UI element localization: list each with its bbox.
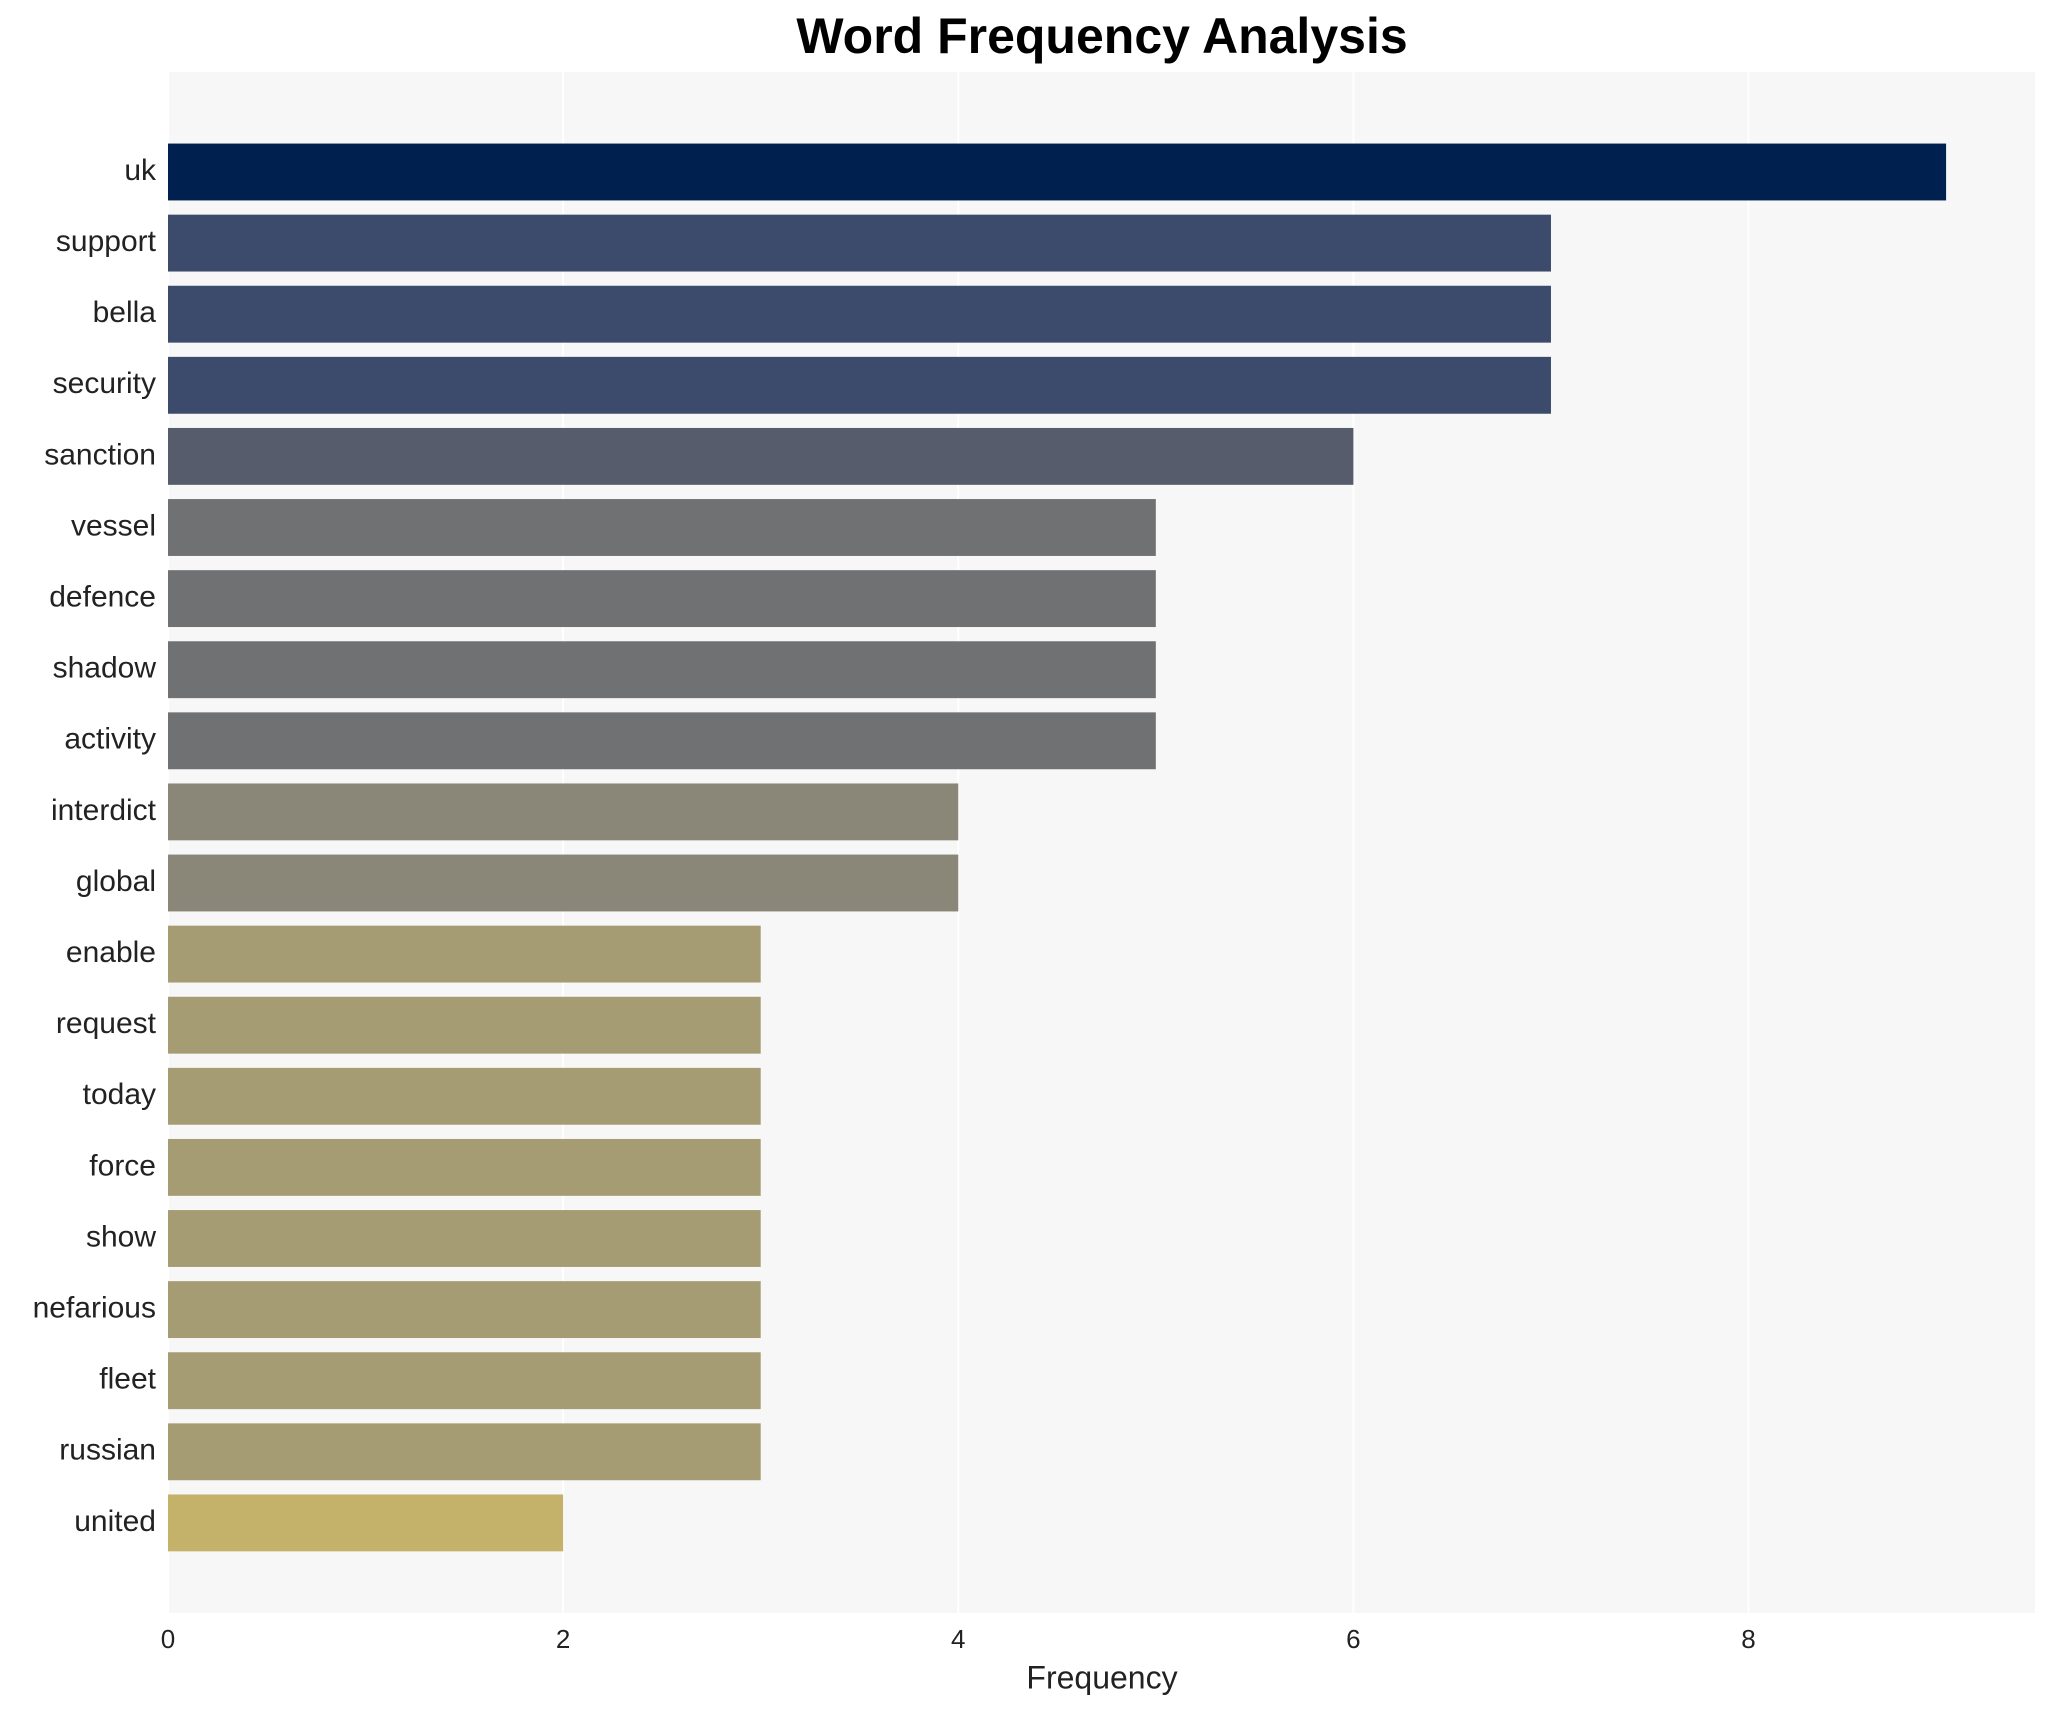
y-tick-label: interdict [51, 794, 157, 827]
y-tick-label: vessel [71, 509, 156, 542]
x-tick-label: 4 [951, 1624, 965, 1654]
y-tick-label: enable [66, 936, 156, 969]
y-tick-label: russian [59, 1434, 156, 1467]
bar [168, 1210, 761, 1267]
y-tick-label: shadow [53, 652, 157, 685]
y-tick-label: nefarious [33, 1292, 156, 1325]
x-tick-label: 6 [1346, 1624, 1360, 1654]
bar [168, 1067, 761, 1125]
y-tick-label: fleet [99, 1363, 156, 1396]
x-axis-label: Frequency [1026, 1659, 1177, 1695]
y-tick-label: bella [93, 296, 157, 329]
y-tick-label: united [74, 1505, 156, 1538]
y-tick-label: activity [64, 723, 156, 756]
bar [168, 1352, 761, 1410]
bar [168, 925, 761, 983]
bar [168, 356, 1551, 414]
y-tick-label: defence [49, 581, 156, 614]
x-tick-label: 8 [1741, 1624, 1755, 1654]
y-tick-label: request [56, 1007, 157, 1040]
y-tick-label: force [89, 1149, 156, 1182]
y-tick-label: today [83, 1078, 156, 1111]
bar [168, 143, 1947, 201]
x-tick-label: 2 [556, 1624, 570, 1654]
bar [168, 285, 1551, 343]
bar [168, 783, 959, 841]
bar [168, 854, 959, 912]
y-tick-label: security [53, 367, 156, 400]
bar [168, 1423, 761, 1481]
bar [168, 570, 1156, 628]
y-tick-label: sanction [44, 438, 156, 471]
y-tick-label: show [86, 1220, 156, 1253]
x-tick-label: 0 [161, 1624, 175, 1654]
bar [168, 641, 1156, 699]
bar [168, 499, 1156, 556]
bar [168, 1494, 564, 1552]
bar [168, 712, 1156, 770]
y-tick-label: support [56, 225, 157, 258]
bar [168, 427, 1354, 485]
bar [168, 1281, 761, 1339]
chart-title: Word Frequency Analysis [796, 8, 1407, 64]
y-tick-label: uk [124, 154, 157, 187]
bar [168, 214, 1551, 272]
y-tick-label: global [76, 865, 156, 898]
bar [168, 1138, 761, 1196]
bar [168, 996, 761, 1054]
